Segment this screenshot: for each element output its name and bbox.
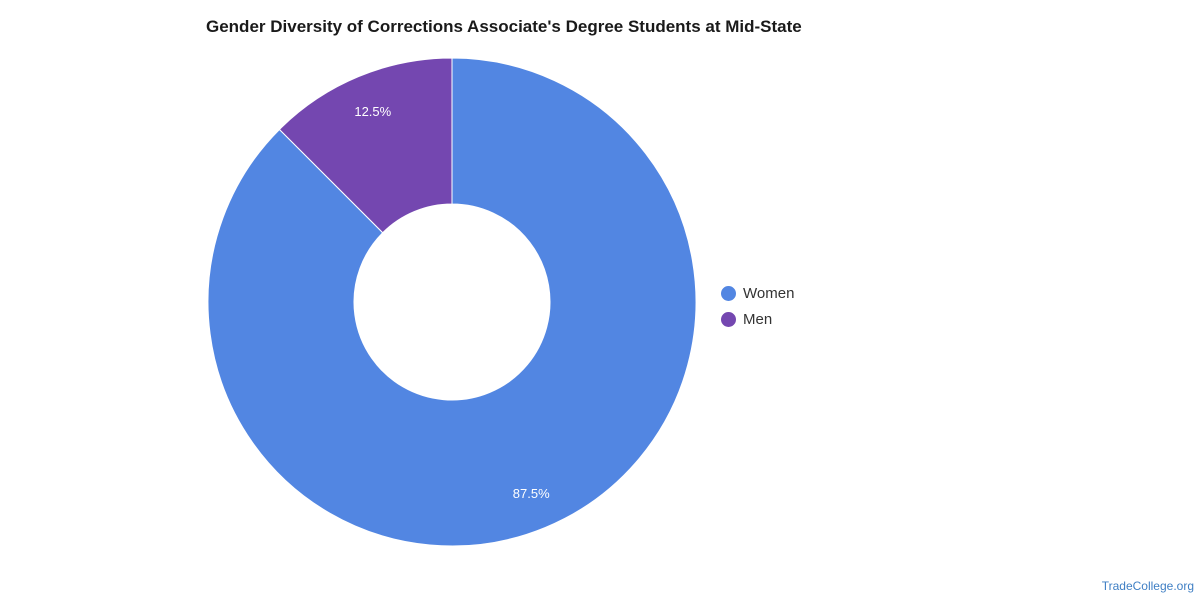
slice-label-men: 12.5% — [354, 104, 391, 119]
legend-label-women: Women — [743, 284, 795, 302]
slice-men[interactable] — [278, 57, 453, 234]
chart-title: Gender Diversity of Corrections Associat… — [206, 17, 802, 36]
legend-label-men: Men — [743, 310, 773, 328]
legend: Women Men — [721, 280, 794, 332]
slice-women[interactable] — [207, 57, 697, 547]
legend-item-women[interactable]: Women — [721, 280, 794, 306]
legend-swatch-women — [721, 285, 736, 301]
watermark-link[interactable]: TradeCollege.org — [1101, 579, 1194, 593]
legend-swatch-men — [721, 311, 736, 327]
legend-item-men[interactable]: Men — [721, 306, 794, 332]
slice-label-women: 87.5% — [513, 486, 550, 501]
